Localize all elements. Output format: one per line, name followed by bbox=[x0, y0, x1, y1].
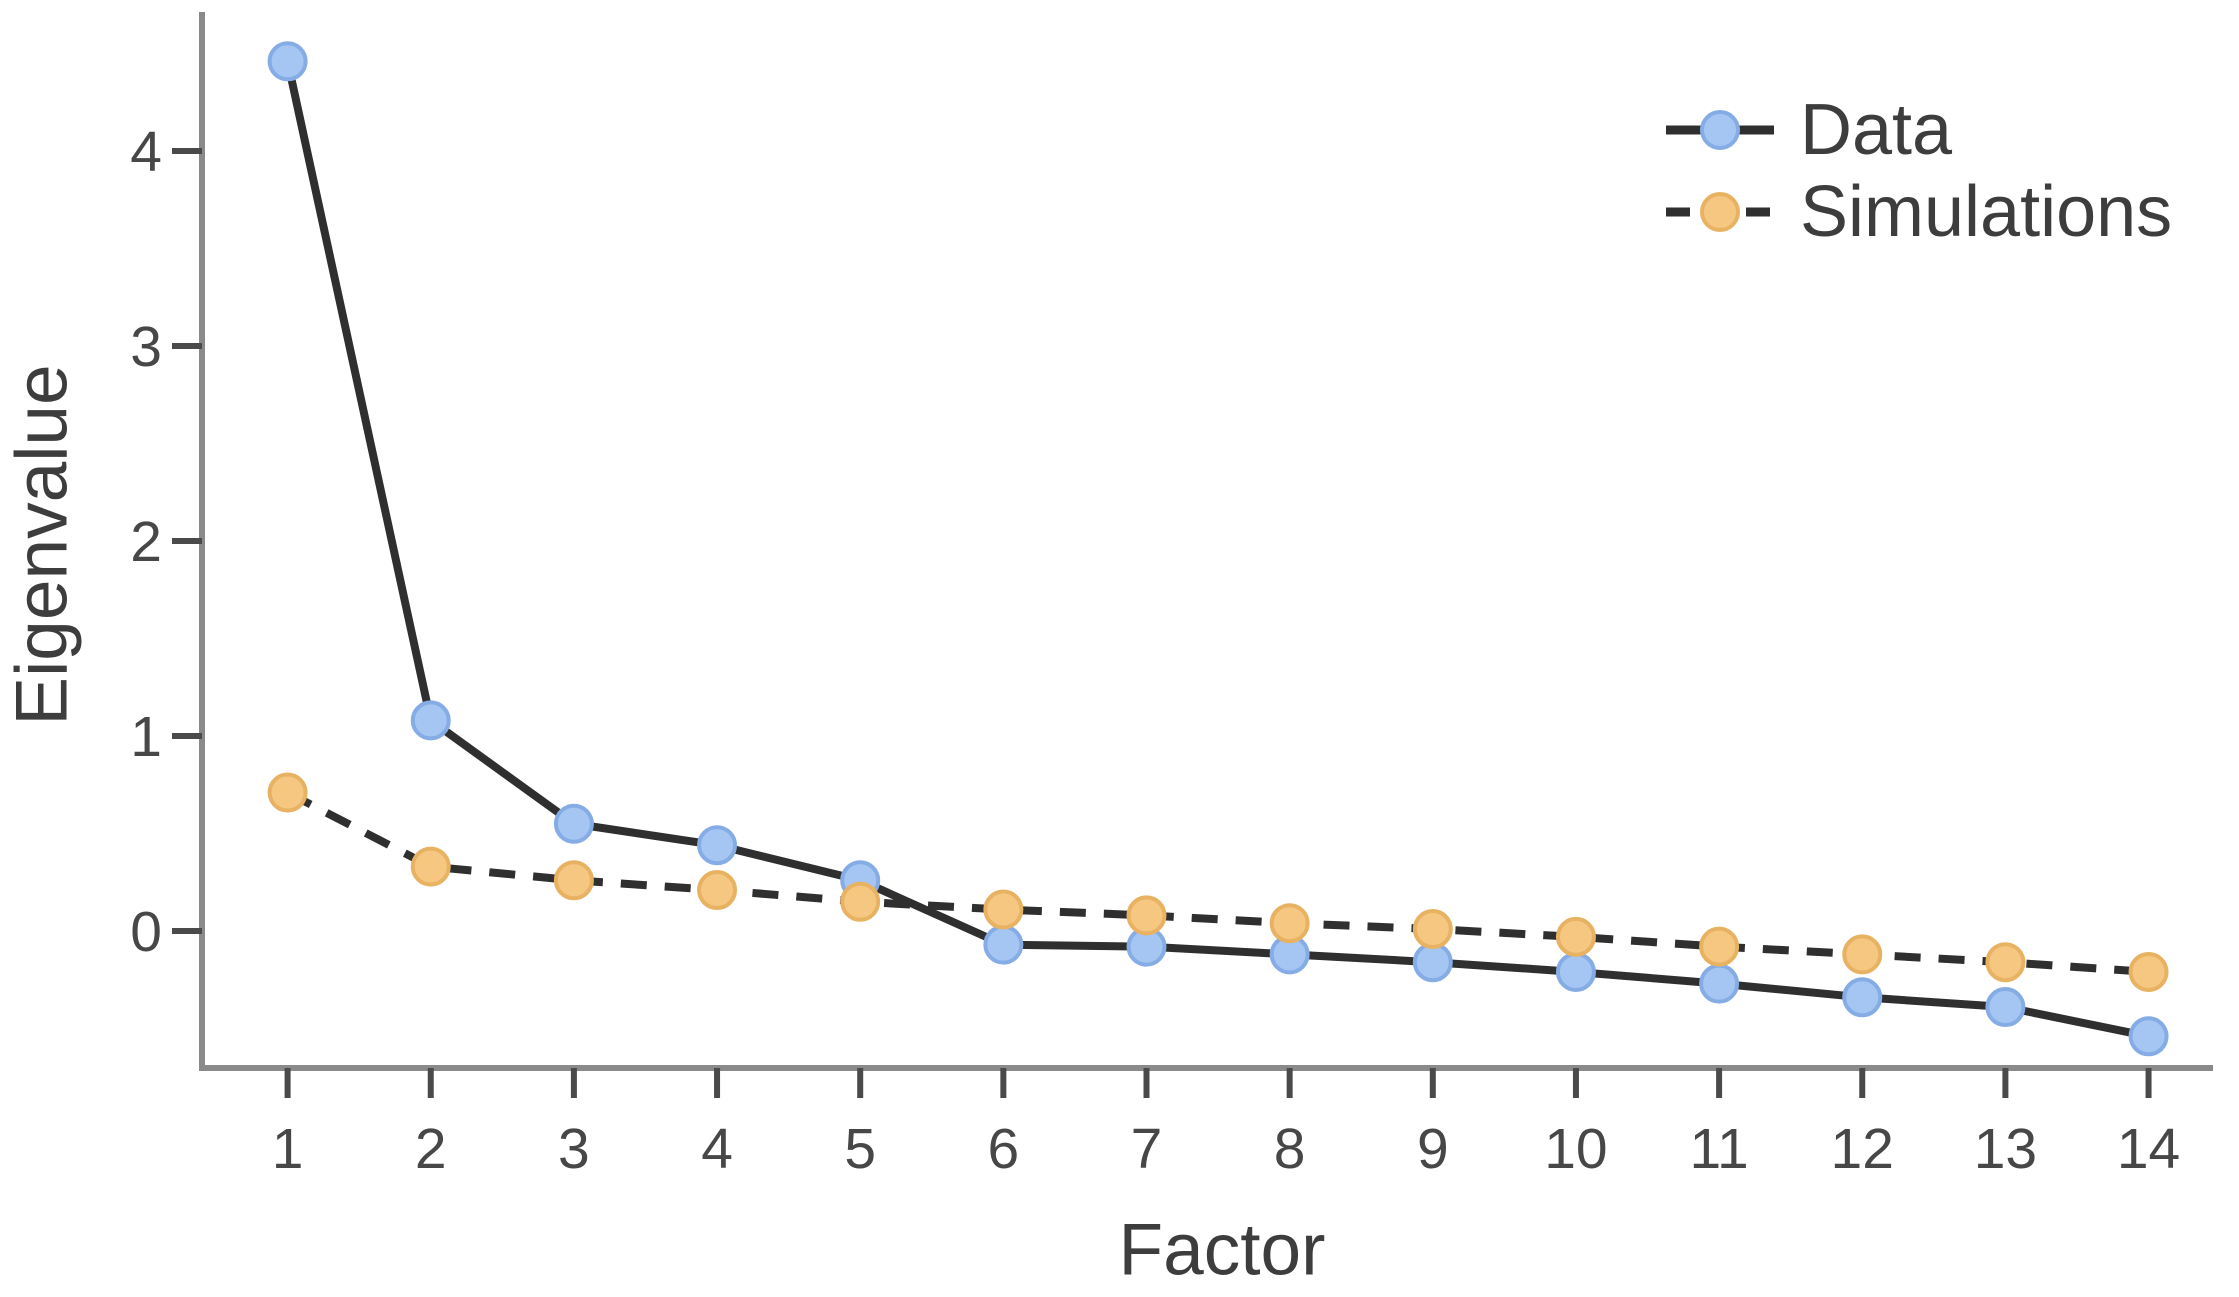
data-point-simulations-14 bbox=[2128, 951, 2169, 992]
data-point-data-13 bbox=[1985, 987, 2026, 1028]
data-point-simulations-7 bbox=[1126, 895, 1167, 936]
x-tick-label: 7 bbox=[1131, 1117, 1163, 1181]
series-line-data bbox=[283, 60, 2150, 1041]
x-tick-label: 14 bbox=[2117, 1117, 2180, 1181]
data-point-simulations-4 bbox=[697, 870, 738, 911]
data-point-simulations-8 bbox=[1269, 903, 1310, 944]
legend-marker-data-icon bbox=[1666, 110, 1774, 150]
x-tick-label: 9 bbox=[1417, 1117, 1449, 1181]
x-tick-label: 10 bbox=[1544, 1117, 1607, 1181]
legend-marker-simulations-icon bbox=[1666, 192, 1774, 232]
data-point-simulations-2 bbox=[410, 846, 451, 887]
x-tick-label: 6 bbox=[987, 1117, 1019, 1181]
data-point-data-2 bbox=[410, 700, 451, 741]
data-point-simulations-12 bbox=[1842, 934, 1883, 975]
data-point-simulations-6 bbox=[983, 889, 1024, 930]
y-tick-label: 1 bbox=[130, 705, 162, 769]
x-tick-label: 8 bbox=[1274, 1117, 1306, 1181]
series-line-simulations bbox=[285, 788, 2149, 976]
y-tick-label: 3 bbox=[130, 315, 162, 379]
legend-label-data: Data bbox=[1800, 90, 1953, 170]
data-point-data-4 bbox=[697, 825, 738, 866]
y-tick-label: 2 bbox=[130, 510, 162, 574]
y-axis-title: Eigenvalue bbox=[1, 364, 83, 726]
x-tick-label: 11 bbox=[1690, 1117, 1749, 1181]
data-point-data-14 bbox=[2128, 1016, 2169, 1057]
data-point-simulations-13 bbox=[1985, 942, 2026, 983]
legend-item-simulations: Simulations bbox=[1660, 174, 2172, 250]
data-point-simulations-1 bbox=[267, 772, 308, 813]
data-point-simulations-11 bbox=[1699, 926, 1740, 967]
legend: Data Simulations bbox=[1660, 92, 2172, 250]
x-tick-label: 13 bbox=[1974, 1117, 2037, 1181]
legend-marker-data bbox=[1700, 110, 1740, 150]
data-point-data-3 bbox=[553, 803, 594, 844]
x-tick-label: 1 bbox=[272, 1117, 304, 1181]
y-tick-label: 4 bbox=[130, 120, 162, 184]
data-point-data-9 bbox=[1412, 942, 1453, 983]
legend-label-simulations: Simulations bbox=[1800, 172, 2173, 252]
x-tick-label: 4 bbox=[701, 1117, 733, 1181]
data-point-simulations-5 bbox=[840, 881, 881, 922]
data-point-data-10 bbox=[1555, 951, 1596, 992]
x-tick-label: 3 bbox=[558, 1117, 590, 1181]
data-point-simulations-10 bbox=[1555, 916, 1596, 957]
x-axis-title: Factor bbox=[1118, 1209, 1326, 1291]
x-tick-label: 2 bbox=[415, 1117, 447, 1181]
y-tick-label: 0 bbox=[130, 900, 162, 964]
data-point-data-1 bbox=[267, 41, 308, 82]
legend-item-data: Data bbox=[1660, 92, 2172, 168]
x-tick-label: 12 bbox=[1831, 1117, 1894, 1181]
data-point-data-11 bbox=[1699, 963, 1740, 1004]
data-point-simulations-9 bbox=[1412, 909, 1453, 950]
x-tick-label: 5 bbox=[844, 1117, 876, 1181]
data-point-data-6 bbox=[983, 924, 1024, 965]
legend-marker-simulations bbox=[1700, 192, 1740, 232]
data-point-data-12 bbox=[1842, 977, 1883, 1018]
data-point-simulations-3 bbox=[553, 860, 594, 901]
